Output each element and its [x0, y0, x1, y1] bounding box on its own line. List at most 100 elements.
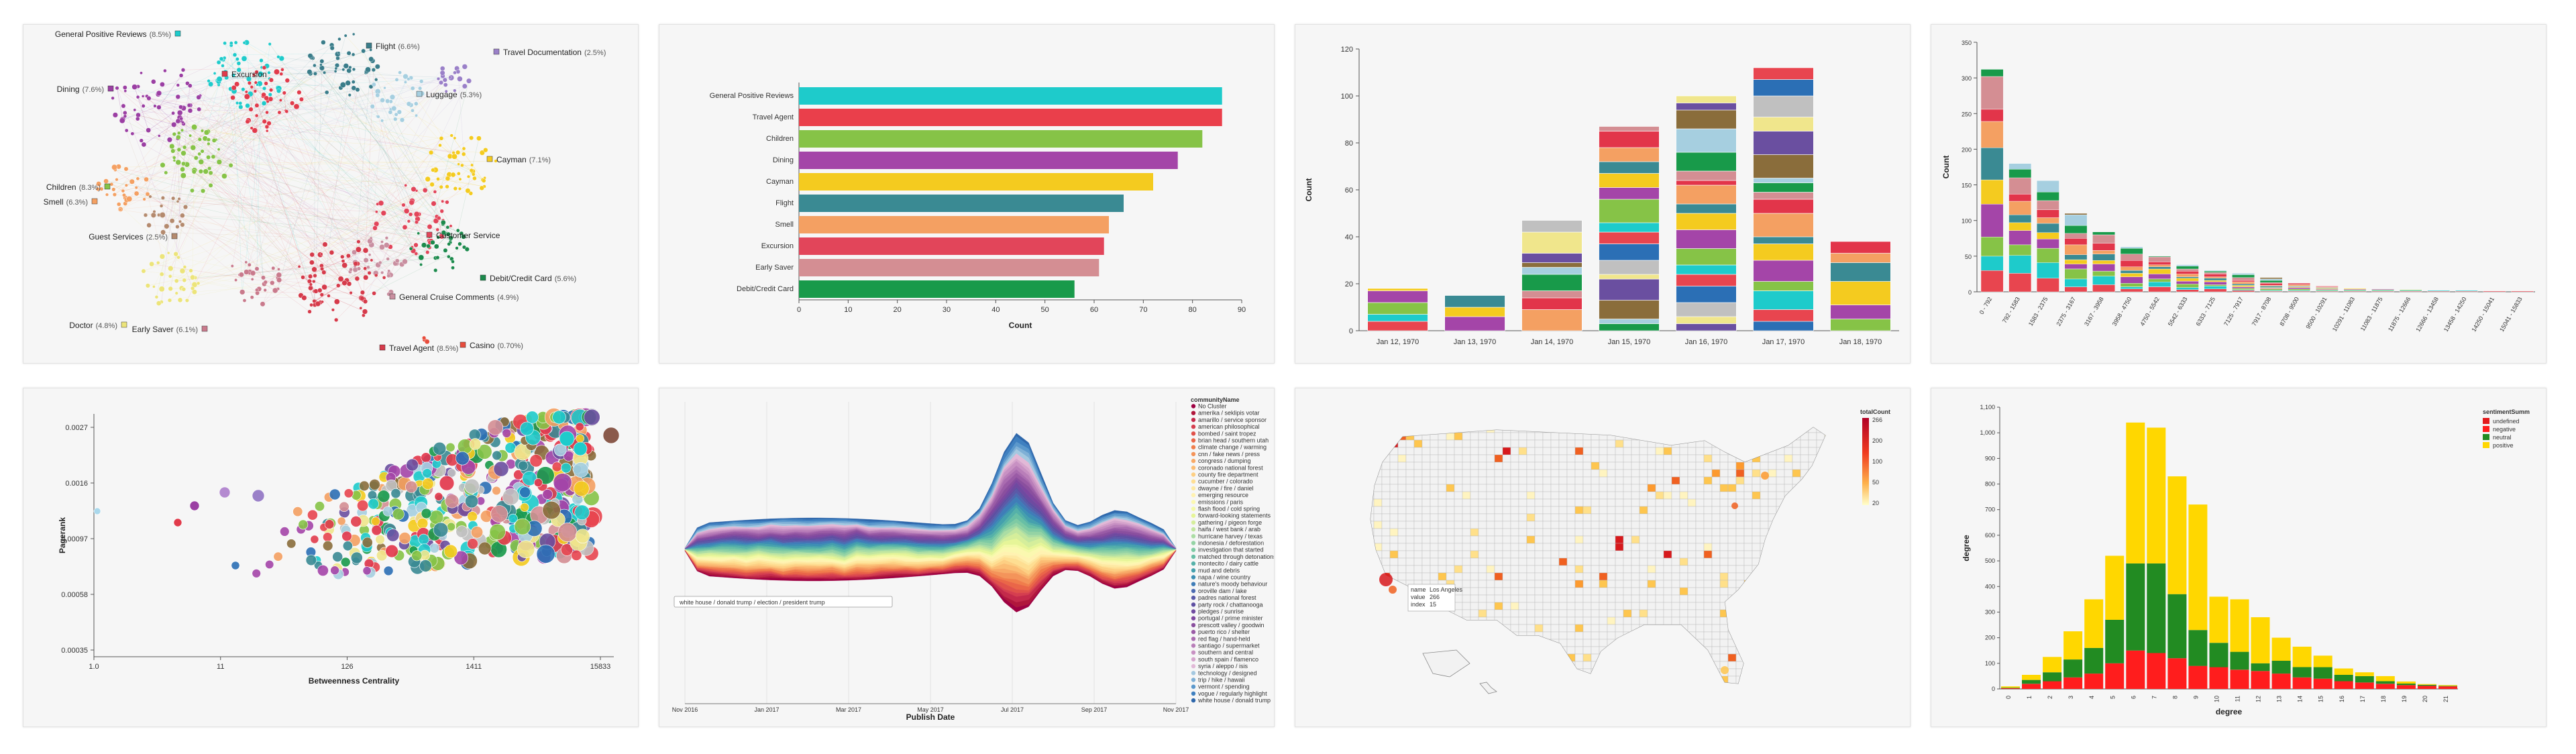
county	[1607, 587, 1616, 596]
county	[1735, 653, 1745, 662]
bar-segment	[1599, 131, 1660, 148]
county	[1510, 594, 1519, 603]
network-edge	[183, 175, 384, 213]
county	[1735, 513, 1745, 522]
bar-segment	[2438, 686, 2457, 689]
county	[1760, 602, 1769, 610]
network-node	[175, 118, 181, 124]
county	[1808, 484, 1817, 492]
county	[1816, 498, 1825, 507]
network-node	[245, 103, 250, 109]
county	[1695, 469, 1705, 478]
bar	[799, 87, 1222, 105]
county	[1446, 432, 1455, 441]
network-edge	[360, 86, 466, 309]
county	[1486, 668, 1495, 677]
county	[1542, 491, 1552, 500]
network-node	[160, 162, 166, 168]
network-node	[329, 250, 335, 256]
county	[1631, 616, 1640, 625]
county	[1574, 572, 1584, 581]
county	[1607, 668, 1616, 677]
county	[1639, 462, 1648, 470]
scatter-point	[557, 523, 578, 542]
bar-segment	[2371, 288, 2394, 290]
network-node	[356, 266, 362, 271]
county	[1784, 557, 1793, 566]
county	[1591, 565, 1600, 574]
county	[1510, 447, 1519, 455]
cluster-name: Debit/Credit Card (5.6%)	[490, 274, 576, 283]
network-node	[309, 282, 313, 286]
county	[1526, 469, 1536, 478]
county	[1558, 550, 1568, 559]
network-edge	[114, 160, 496, 168]
county	[1647, 602, 1656, 610]
county	[1679, 661, 1688, 669]
network-edge	[214, 91, 378, 141]
county	[1719, 683, 1729, 684]
county	[1534, 513, 1544, 522]
county	[1430, 535, 1439, 544]
county	[1591, 616, 1600, 625]
network-edge	[405, 82, 454, 153]
network-node	[368, 56, 374, 62]
county	[1582, 476, 1592, 485]
network-node	[172, 131, 176, 137]
bar-segment	[1521, 231, 1582, 254]
map-tooltip-key: name	[1411, 586, 1426, 593]
network-node	[380, 119, 384, 123]
county	[1808, 513, 1817, 522]
county	[1470, 543, 1479, 551]
county	[1703, 491, 1713, 500]
network-node	[171, 196, 176, 201]
network-node	[176, 83, 180, 87]
network-node	[203, 129, 210, 136]
county	[1760, 491, 1769, 500]
county	[1631, 506, 1640, 515]
county	[1518, 454, 1527, 463]
county	[1534, 432, 1544, 441]
network-node	[153, 104, 157, 108]
county	[1631, 602, 1640, 610]
county	[1671, 668, 1680, 677]
scatter-point	[298, 519, 309, 530]
county	[1478, 454, 1487, 463]
county	[1518, 447, 1527, 455]
network-node	[482, 178, 486, 183]
bar-segment	[2064, 233, 2088, 239]
legend-swatch	[1191, 595, 1196, 600]
county	[1550, 447, 1560, 455]
county	[1800, 646, 1809, 655]
county	[1808, 631, 1817, 640]
network-edge	[301, 89, 358, 100]
county	[1776, 550, 1785, 559]
county	[1784, 587, 1793, 596]
network-edge	[439, 145, 484, 181]
county	[1671, 550, 1680, 559]
county	[1711, 580, 1721, 588]
county	[1631, 565, 1640, 574]
network-node	[250, 277, 254, 281]
county	[1727, 683, 1737, 684]
network-edge	[125, 87, 241, 107]
network-edge	[213, 156, 425, 191]
county	[1421, 447, 1431, 455]
county	[1413, 427, 1423, 433]
county	[1510, 469, 1519, 478]
bar-segment	[2288, 288, 2311, 291]
network-node	[435, 256, 440, 260]
county	[1703, 543, 1713, 551]
bar-segment	[2232, 274, 2255, 278]
network-edge	[117, 88, 324, 273]
scatter-point	[487, 419, 504, 435]
network-node	[276, 277, 282, 283]
network-node	[343, 34, 347, 38]
county	[1413, 484, 1423, 492]
y-tick-label: 0.0027	[65, 424, 88, 432]
county	[1405, 427, 1415, 433]
county	[1430, 616, 1439, 625]
county	[1502, 653, 1511, 662]
county	[1655, 484, 1664, 492]
bar-segment	[1521, 267, 1582, 275]
